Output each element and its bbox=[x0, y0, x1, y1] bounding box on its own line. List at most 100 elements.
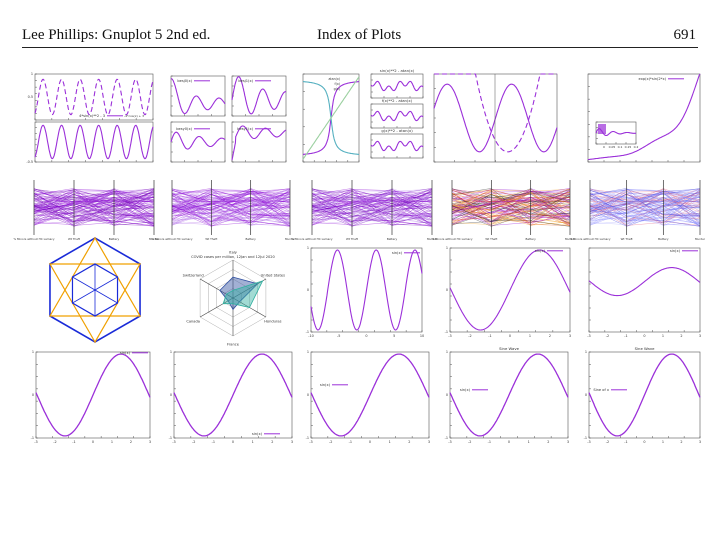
data-polyline bbox=[171, 191, 291, 214]
x-tick-label: -5 bbox=[337, 334, 340, 338]
series-line bbox=[370, 110, 424, 122]
series-line bbox=[433, 83, 558, 153]
inset-tick-label: 0 bbox=[603, 145, 605, 149]
y-tick-label: -1 bbox=[445, 330, 448, 334]
data-polyline bbox=[311, 197, 433, 223]
series-line bbox=[449, 353, 569, 437]
data-polyline bbox=[451, 188, 571, 219]
series-line bbox=[34, 78, 154, 116]
plot-frame bbox=[588, 247, 701, 333]
legend-label: besy0(x) bbox=[176, 127, 192, 131]
legend-label: exp(x)*sin(2*x) bbox=[639, 77, 667, 81]
data-polyline bbox=[451, 188, 571, 227]
data-polyline bbox=[171, 208, 291, 221]
x-tick-label: 1 bbox=[662, 334, 664, 338]
data-polyline bbox=[311, 199, 433, 226]
data-polyline bbox=[451, 188, 571, 202]
plot-title: sin(x)**2 - atan(x) bbox=[380, 68, 415, 73]
y-tick-label: 0.5 bbox=[28, 95, 33, 99]
plot-besj1: besj1(x) bbox=[231, 75, 287, 117]
x-tick-label: 2 bbox=[680, 440, 682, 444]
axis-label: % Minors without HC Lamacy bbox=[432, 237, 473, 241]
data-polyline bbox=[311, 188, 433, 213]
plot-parabola bbox=[433, 73, 558, 163]
inset-tick-label: 0.2 bbox=[634, 145, 639, 149]
y-tick-label: 0 bbox=[446, 393, 448, 397]
x-tick-label: 1 bbox=[111, 440, 113, 444]
data-polyline bbox=[451, 191, 571, 222]
plot-small-stack: g(x)**2 - atan(x) bbox=[370, 128, 424, 159]
radar-spoke bbox=[232, 278, 267, 299]
data-polyline bbox=[171, 189, 291, 227]
x-tick-label: -2 bbox=[53, 440, 56, 444]
data-polyline bbox=[311, 191, 433, 213]
series-line bbox=[370, 80, 424, 92]
inset-tick-label: 0.05 bbox=[609, 145, 616, 149]
axis-label: % Minors without HC Lamacy bbox=[14, 237, 55, 241]
x-tick-label: 1 bbox=[528, 440, 530, 444]
x-tick-label: 3 bbox=[699, 334, 701, 338]
axis-label: Wt Theft bbox=[205, 237, 218, 241]
y-tick-label: -1 bbox=[169, 436, 172, 440]
radar-chart: COVID cases per million, 12Jan and 12Jul… bbox=[183, 251, 285, 347]
legend-label: besj1(x) bbox=[238, 79, 253, 83]
series-line bbox=[34, 124, 154, 160]
x-tick-label: 2 bbox=[680, 334, 682, 338]
data-polyline bbox=[589, 188, 701, 219]
data-polyline bbox=[451, 193, 571, 216]
plot-besy1: besy1(x) bbox=[231, 121, 287, 163]
series-line bbox=[170, 77, 226, 115]
y-tick-label: 0 bbox=[446, 288, 448, 292]
data-polyline bbox=[311, 188, 433, 208]
data-polyline bbox=[311, 188, 433, 227]
data-polyline bbox=[33, 197, 155, 223]
y-tick-label: 1 bbox=[170, 350, 172, 354]
data-polyline bbox=[311, 208, 433, 221]
series-line bbox=[370, 140, 424, 152]
plot-sine-wave: -3 -2 -1 0 1 2 3 -1 0 1 sin(x) bbox=[169, 350, 293, 444]
data-polyline bbox=[589, 193, 701, 216]
radar-spoke bbox=[199, 297, 234, 318]
x-tick-label: -1 bbox=[488, 334, 491, 338]
data-polyline bbox=[589, 211, 701, 224]
x-tick-label: 2 bbox=[271, 440, 273, 444]
series-line bbox=[310, 353, 430, 437]
data-polyline bbox=[451, 193, 571, 216]
hexagon-diagonal bbox=[72, 276, 118, 304]
x-tick-label: 3 bbox=[291, 440, 293, 444]
radar-label: Switzerland bbox=[183, 274, 204, 278]
series-line bbox=[310, 249, 423, 331]
axis-label: Wt Theft bbox=[621, 237, 634, 241]
axis-label: Wt Theft bbox=[68, 237, 81, 241]
x-tick-label: 2 bbox=[549, 334, 551, 338]
axis-label: Murder bbox=[149, 237, 160, 241]
data-polyline bbox=[451, 191, 571, 220]
data-polyline bbox=[33, 193, 155, 216]
radar-spoke bbox=[199, 278, 234, 299]
data-polyline bbox=[451, 211, 571, 224]
x-tick-label: 0 bbox=[365, 334, 367, 338]
y-tick-label: 1 bbox=[446, 246, 448, 250]
legend-label: -4*cos(x) + 3 bbox=[124, 114, 144, 118]
data-polyline bbox=[33, 191, 155, 222]
parallel-plot-1: % Minors without HC Lamacy Wt Theft Batter… bbox=[14, 180, 160, 241]
x-tick-label: 3 bbox=[699, 440, 701, 444]
plot-title: g(x)**2 - atan(x) bbox=[381, 128, 413, 133]
plot-small-stack: f(x)**2 - atan(x) bbox=[370, 98, 424, 129]
data-polyline bbox=[451, 188, 571, 208]
plot-cos: -0.5 bbox=[26, 121, 154, 164]
plot-title: f(x)**2 - atan(x) bbox=[382, 98, 413, 103]
axis-label: Murder bbox=[565, 237, 576, 241]
x-tick-label: -3 bbox=[587, 334, 590, 338]
x-tick-label: 0 bbox=[232, 440, 234, 444]
axis-label: Battery bbox=[658, 237, 669, 241]
data-polyline bbox=[451, 191, 571, 214]
plot-besj0: besj0(x) bbox=[170, 75, 226, 117]
x-tick-label: -1 bbox=[624, 440, 627, 444]
data-polyline bbox=[589, 199, 701, 226]
x-tick-label: -1 bbox=[624, 334, 627, 338]
data-polyline bbox=[311, 189, 433, 227]
data-polyline bbox=[589, 191, 701, 222]
x-tick-label: -3 bbox=[309, 440, 312, 444]
